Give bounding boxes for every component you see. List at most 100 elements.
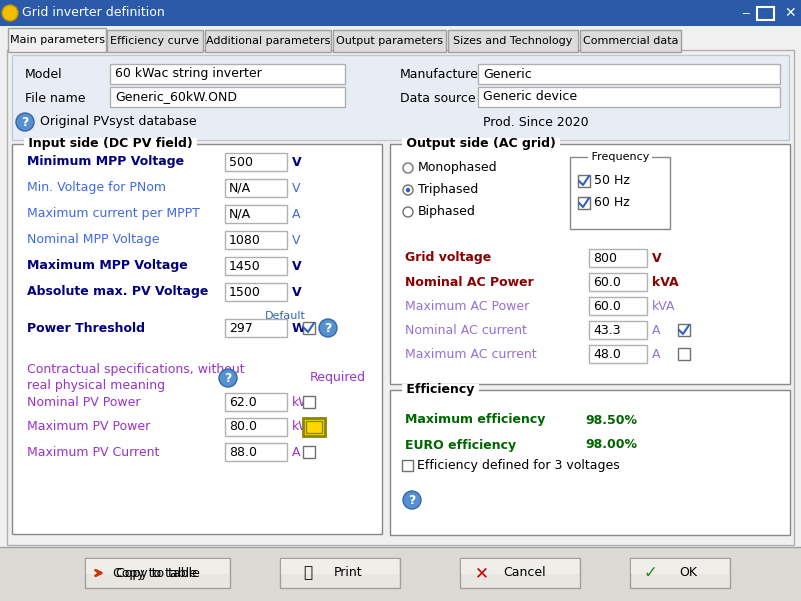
FancyBboxPatch shape [678, 324, 690, 336]
Text: Main parameters: Main parameters [10, 35, 104, 45]
Text: 500: 500 [229, 156, 253, 168]
Text: V: V [652, 251, 662, 264]
FancyBboxPatch shape [225, 319, 287, 337]
FancyBboxPatch shape [589, 321, 647, 339]
Text: 1500: 1500 [229, 285, 261, 299]
FancyBboxPatch shape [110, 64, 345, 84]
Text: 297: 297 [229, 322, 253, 335]
FancyBboxPatch shape [225, 283, 287, 301]
FancyBboxPatch shape [460, 558, 580, 588]
Circle shape [403, 207, 413, 217]
FancyBboxPatch shape [225, 393, 287, 411]
Text: Default: Default [264, 311, 305, 321]
Text: N/A: N/A [229, 182, 252, 195]
Text: A: A [292, 445, 300, 459]
Text: 1450: 1450 [229, 260, 261, 272]
FancyBboxPatch shape [225, 179, 287, 197]
Text: Power Threshold: Power Threshold [27, 322, 145, 335]
FancyBboxPatch shape [281, 559, 399, 574]
Text: 60.0: 60.0 [593, 275, 621, 288]
Text: Input side (DC PV field): Input side (DC PV field) [24, 138, 197, 150]
Text: Grid voltage: Grid voltage [405, 251, 491, 264]
Text: 1080: 1080 [229, 234, 261, 246]
Text: kW: kW [292, 421, 312, 433]
Text: ?: ? [224, 371, 231, 385]
Text: A: A [652, 323, 661, 337]
Text: kW: kW [292, 395, 312, 409]
Text: Data source: Data source [400, 91, 476, 105]
Text: EURO efficiency: EURO efficiency [405, 439, 516, 451]
Circle shape [403, 163, 413, 173]
Text: Generic_60kW.OND: Generic_60kW.OND [115, 91, 237, 103]
FancyBboxPatch shape [205, 30, 331, 52]
FancyBboxPatch shape [225, 443, 287, 461]
Text: Original PVsyst database: Original PVsyst database [40, 115, 196, 129]
Circle shape [319, 319, 337, 337]
FancyBboxPatch shape [390, 390, 790, 535]
FancyBboxPatch shape [303, 446, 315, 458]
Text: ✕: ✕ [784, 6, 796, 20]
Text: 43.3: 43.3 [593, 323, 621, 337]
Circle shape [2, 5, 18, 21]
FancyBboxPatch shape [589, 345, 647, 363]
Text: Manufacturer: Manufacturer [400, 69, 484, 82]
Text: ?: ? [22, 115, 29, 129]
Text: 98.50%: 98.50% [585, 413, 637, 427]
FancyBboxPatch shape [107, 30, 203, 52]
FancyBboxPatch shape [225, 231, 287, 249]
FancyBboxPatch shape [461, 559, 579, 574]
Text: ─: ─ [742, 8, 748, 18]
Text: Prod. Since 2020: Prod. Since 2020 [483, 115, 589, 129]
Text: V: V [292, 156, 302, 168]
Text: Generic: Generic [483, 67, 532, 81]
Text: Model: Model [25, 69, 62, 82]
Text: 50 Hz: 50 Hz [594, 174, 630, 188]
Text: ✓: ✓ [643, 564, 657, 582]
FancyBboxPatch shape [86, 559, 229, 574]
Text: N/A: N/A [229, 207, 252, 221]
Text: Nominal MPP Voltage: Nominal MPP Voltage [27, 234, 159, 246]
Text: Efficiency: Efficiency [402, 383, 479, 397]
Text: 🖨: 🖨 [304, 566, 312, 581]
Text: A: A [652, 347, 661, 361]
Text: V: V [292, 285, 302, 299]
FancyBboxPatch shape [589, 273, 647, 291]
FancyBboxPatch shape [303, 418, 325, 436]
Text: A: A [292, 207, 300, 221]
Text: Grid inverter definition: Grid inverter definition [22, 7, 165, 19]
Text: Commercial data: Commercial data [583, 36, 678, 46]
Text: Nominal AC current: Nominal AC current [405, 323, 527, 337]
Text: Sizes and Technology: Sizes and Technology [453, 36, 573, 46]
Text: 80.0: 80.0 [229, 421, 257, 433]
Text: Maximum current per MPPT: Maximum current per MPPT [27, 207, 200, 221]
FancyBboxPatch shape [478, 87, 780, 107]
Text: Biphased: Biphased [418, 206, 476, 219]
FancyBboxPatch shape [589, 249, 647, 267]
Text: Copy to table: Copy to table [115, 567, 199, 579]
Circle shape [16, 113, 34, 131]
FancyBboxPatch shape [0, 26, 801, 601]
Text: Output side (AC grid): Output side (AC grid) [402, 138, 560, 150]
Text: Absolute max. PV Voltage: Absolute max. PV Voltage [27, 285, 208, 299]
Text: Nominal PV Power: Nominal PV Power [27, 395, 140, 409]
FancyBboxPatch shape [0, 0, 801, 26]
FancyBboxPatch shape [478, 64, 780, 84]
FancyBboxPatch shape [630, 558, 730, 588]
Text: Maximum PV Power: Maximum PV Power [27, 421, 151, 433]
Text: kVA: kVA [652, 299, 675, 313]
Text: kVA: kVA [652, 275, 678, 288]
FancyBboxPatch shape [631, 559, 729, 574]
Text: Copy to table: Copy to table [113, 567, 197, 579]
Text: V: V [292, 260, 302, 272]
Text: Maximum AC Power: Maximum AC Power [405, 299, 529, 313]
Text: Maximum AC current: Maximum AC current [405, 347, 537, 361]
Text: 60 kWac string inverter: 60 kWac string inverter [115, 67, 262, 81]
Text: OK: OK [679, 567, 697, 579]
Text: Efficiency curve: Efficiency curve [111, 36, 199, 46]
FancyBboxPatch shape [7, 50, 794, 545]
Text: Cancel: Cancel [504, 567, 546, 579]
Text: Required: Required [310, 371, 366, 385]
Text: 60.0: 60.0 [593, 299, 621, 313]
FancyBboxPatch shape [333, 30, 446, 52]
FancyBboxPatch shape [280, 558, 400, 588]
